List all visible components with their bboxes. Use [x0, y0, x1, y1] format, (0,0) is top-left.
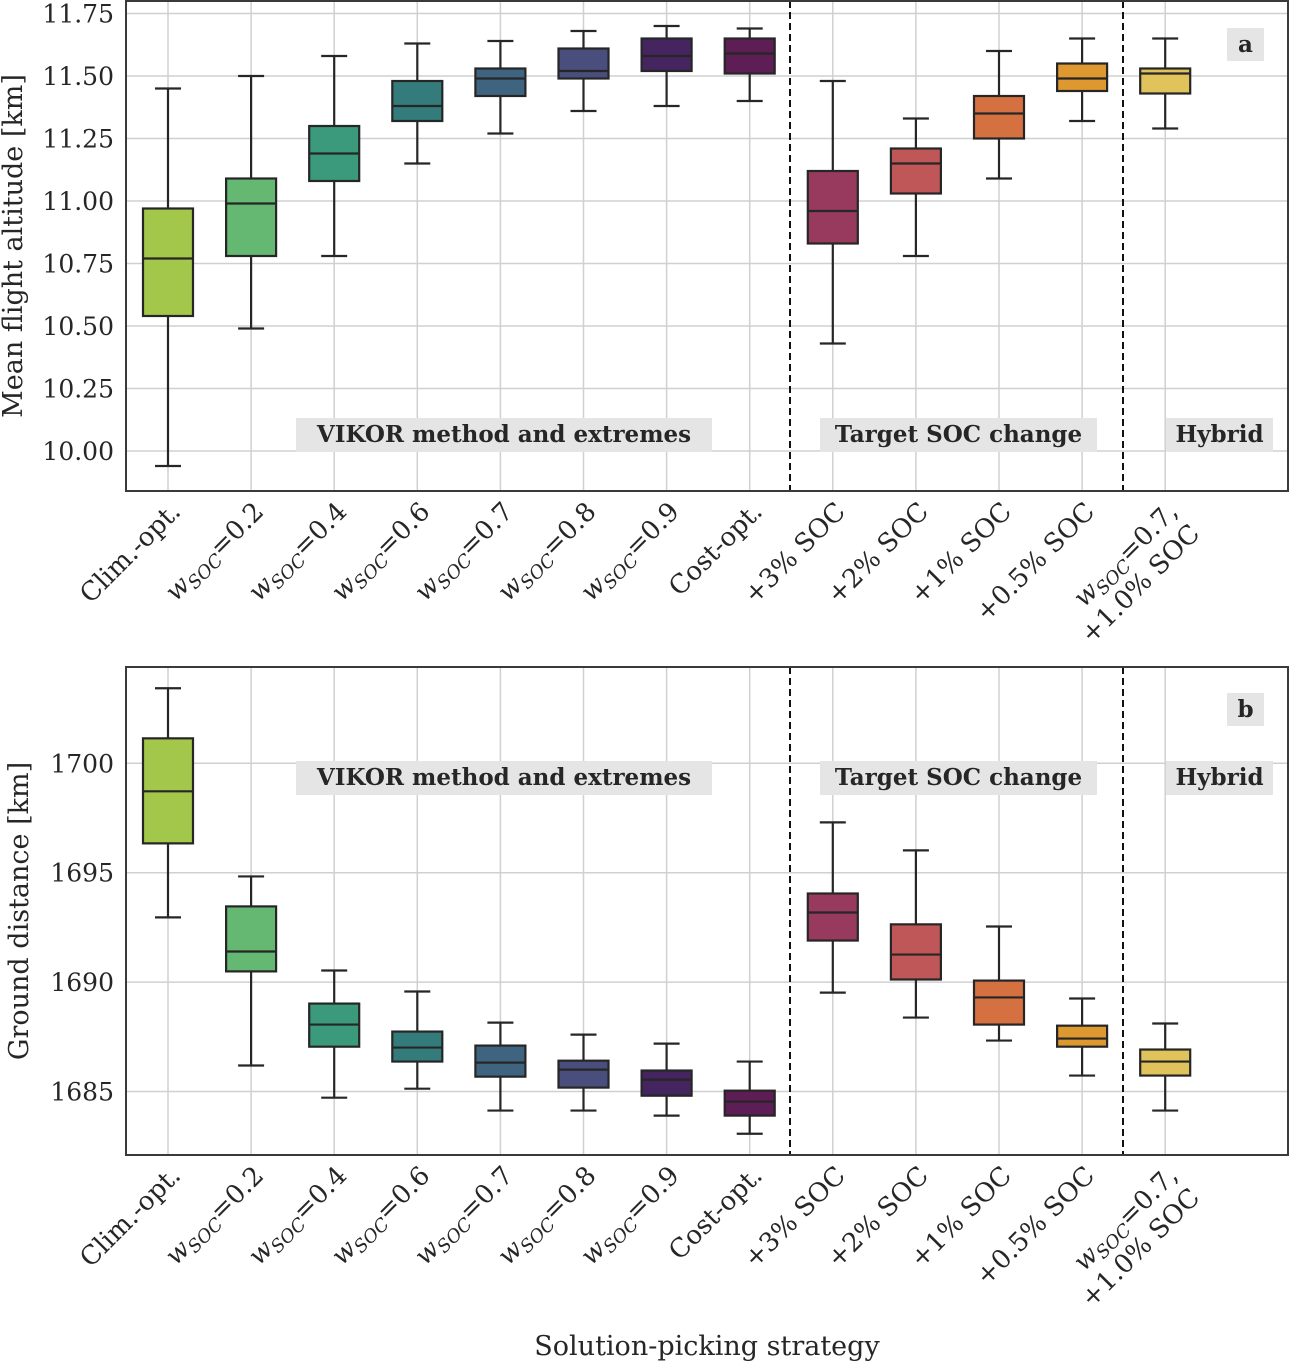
group-label-box [1166, 418, 1273, 452]
y-tick-label: 1685 [50, 1078, 114, 1107]
y-tick-label: 11.50 [42, 62, 114, 91]
box-0 [141, 687, 195, 919]
box-7 [723, 27, 776, 103]
box-0 [141, 87, 195, 468]
box-2 [308, 969, 361, 1099]
iqr-box [640, 1069, 693, 1097]
group-label-box [296, 418, 712, 452]
box-12 [1139, 37, 1192, 130]
box-5 [557, 29, 610, 113]
iqr-box [225, 177, 278, 258]
group-label: Hybrid [1175, 764, 1263, 791]
gridlines [126, 1, 1288, 491]
box-9 [889, 117, 943, 258]
box-9 [889, 849, 943, 1019]
iqr-box [889, 923, 943, 981]
group-label: VIKOR method and extremes [316, 421, 691, 448]
axes-frame [125, 666, 1289, 1156]
iqr-box [1055, 62, 1109, 93]
iqr-box [806, 892, 859, 942]
group-label: Hybrid [1175, 421, 1263, 448]
box-4 [474, 1021, 527, 1112]
box-11 [1055, 997, 1109, 1077]
box-11 [1055, 37, 1109, 123]
y-tick-label: 1695 [50, 859, 114, 888]
iqr-box [474, 1044, 527, 1078]
y-axis-label: Ground distance [km] [4, 762, 35, 1060]
iqr-box [557, 47, 610, 80]
box-10 [972, 49, 1026, 180]
box-1 [225, 875, 278, 1067]
iqr-box [1055, 1024, 1109, 1048]
panel-label-box [1227, 28, 1264, 61]
panel-label: a [1238, 31, 1253, 58]
y-tick-label: 10.75 [42, 250, 114, 279]
iqr-box [723, 1089, 776, 1117]
box-1 [225, 74, 278, 330]
group-label: VIKOR method and extremes [316, 764, 691, 791]
axes-frame [125, 0, 1289, 492]
y-tick-label: 11.00 [42, 187, 114, 216]
group-label: Target SOC change [835, 421, 1082, 448]
box-8 [806, 821, 859, 994]
y-tick-label: 1700 [50, 749, 114, 778]
iqr-box [225, 905, 278, 973]
panel-a: 10.00 10.25 10.50 10.75 11.00 11.25 11.50 11.75… [0, 0, 1289, 650]
panel-b: 1685 1690 1695 1700 VIKOR method and extreme… [4, 666, 1289, 1362]
iqr-box [640, 37, 693, 73]
y-tick-label: 10.25 [42, 375, 114, 404]
group-label-box [820, 418, 1097, 452]
iqr-box [972, 94, 1026, 140]
y-tick-label: 10.00 [42, 437, 114, 466]
group-label-box [820, 761, 1097, 795]
iqr-box [474, 67, 527, 98]
x-axis-label: Solution-picking strategy [534, 1331, 880, 1362]
box-10 [972, 925, 1026, 1042]
iqr-box [806, 169, 859, 245]
box-12 [1139, 1022, 1192, 1112]
box-6 [640, 24, 693, 108]
y-axis-label: Mean flight altitude [km] [0, 74, 29, 418]
box-6 [640, 1042, 693, 1117]
iqr-box [1139, 67, 1192, 95]
iqr-box [723, 37, 776, 75]
box-2 [308, 54, 361, 258]
box-4 [474, 39, 527, 135]
x-tick-labels: Clim.-opt.wSOC=0.2wSOC=0.4wSOC=0.6wSOC=0… [74, 1161, 1206, 1314]
group-label-box [1166, 761, 1273, 795]
y-tick-label: 1690 [50, 968, 114, 997]
y-tick-label: 10.50 [42, 312, 114, 341]
iqr-box [557, 1059, 610, 1089]
box-7 [723, 1060, 776, 1135]
box-5 [557, 1033, 610, 1112]
panel-label-box [1227, 693, 1264, 726]
box-8 [806, 79, 859, 345]
iqr-box [972, 979, 1026, 1026]
box-3 [391, 42, 444, 165]
iqr-box [889, 147, 943, 195]
y-tick-label: 11.75 [42, 0, 114, 29]
x-tick-labels: Clim.-opt.wSOC=0.2wSOC=0.4wSOC=0.6wSOC=0… [74, 497, 1206, 650]
iqr-box [141, 207, 195, 318]
y-tick-label: 11.25 [42, 125, 114, 154]
box-3 [391, 990, 444, 1090]
group-label: Target SOC change [835, 764, 1082, 791]
group-label-box [296, 761, 712, 795]
panel-label: b [1237, 696, 1253, 723]
iqr-box [391, 79, 444, 123]
gridlines [126, 667, 1288, 1155]
